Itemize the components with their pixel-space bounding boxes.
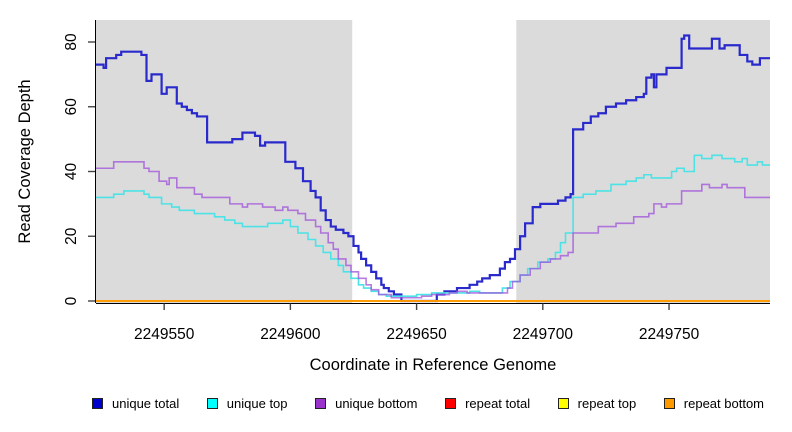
- y-tick-label: 20: [63, 227, 80, 245]
- y-axis-title: Read Coverage Depth: [16, 79, 34, 243]
- legend-label: repeat bottom: [683, 396, 764, 411]
- legend-label: repeat total: [465, 396, 531, 411]
- y-tick-label: 40: [63, 163, 80, 181]
- legend-label: unique total: [112, 396, 180, 411]
- unique-bottom-swatch-icon: [315, 398, 327, 409]
- y-tick-label: 0: [63, 296, 80, 305]
- x-tick-label: 2249750: [639, 326, 700, 343]
- legend-item-unique-bottom: unique bottom: [315, 396, 418, 411]
- legend-label: repeat top: [577, 396, 637, 411]
- series-line-unique-top: [96, 154, 770, 297]
- x-axis-title: Coordinate in Reference Genome: [310, 356, 557, 374]
- y-tick-label: 60: [63, 98, 80, 116]
- legend-item-unique-top: unique top: [206, 396, 288, 411]
- chart-legend: unique total unique top unique bottom re…: [92, 396, 764, 411]
- shaded-region: [516, 20, 770, 303]
- legend-label: unique top: [226, 396, 288, 411]
- series-line-unique-bottom: [96, 160, 770, 299]
- repeat-bottom-swatch-icon: [663, 398, 675, 409]
- legend-item-repeat-top: repeat top: [557, 396, 637, 411]
- x-tick-label: 2249600: [260, 326, 321, 343]
- repeat-top-swatch-icon: [557, 398, 569, 409]
- legend-item-unique-total: unique total: [92, 396, 179, 411]
- repeat-total-swatch-icon: [445, 398, 457, 409]
- unique-top-swatch-icon: [206, 398, 218, 409]
- legend-item-repeat-bottom: repeat bottom: [663, 396, 764, 411]
- x-tick-label: 2249650: [386, 326, 447, 343]
- legend-item-repeat-total: repeat total: [445, 396, 530, 411]
- unique-total-swatch-icon: [92, 398, 103, 409]
- y-tick-label: 80: [63, 33, 80, 51]
- legend-label: unique bottom: [335, 396, 418, 411]
- x-tick-label: 2249700: [513, 326, 574, 343]
- x-tick-label: 2249550: [134, 326, 195, 343]
